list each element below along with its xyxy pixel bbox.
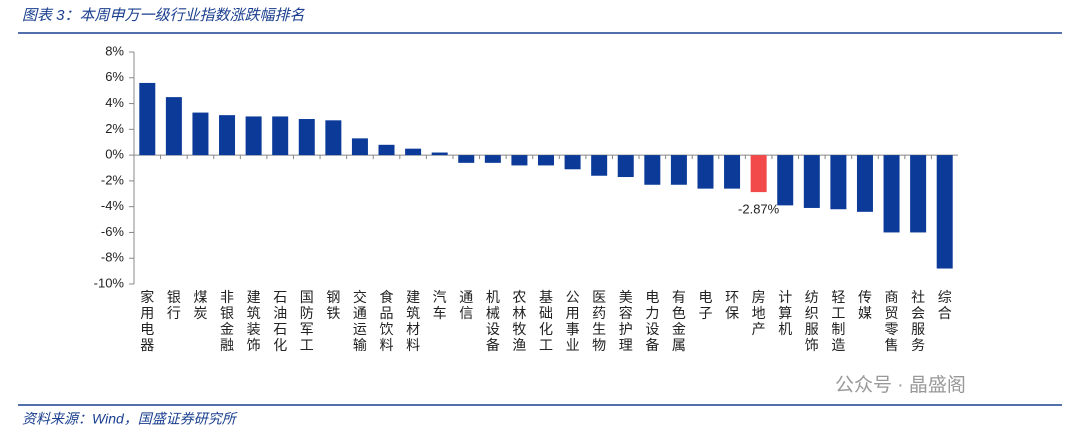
x-tick-label: 计算机 [778,289,792,337]
bar [458,155,475,163]
x-tick-label: 石油石化 [273,289,287,353]
x-tick-label: 家用电器 [140,289,154,353]
x-tick-label: 通信 [459,289,473,321]
bar [591,155,608,176]
y-tick-label: 8% [105,43,124,58]
bar [378,144,395,156]
x-tick-label: 公用事业 [566,289,580,353]
x-tick-label: 银行 [167,289,181,321]
x-tick-label: 基础化工 [539,289,553,353]
bar [910,155,927,233]
bar [697,155,714,189]
bar [856,155,873,212]
x-tick-label: 社会服务 [911,289,925,353]
x-tick-label: 环保 [725,289,739,321]
x-tick-label: 电子 [698,289,712,321]
x-tick-label: 有色金属 [672,289,686,353]
x-tick-label: 商贸零售 [885,289,899,353]
bar [139,82,156,156]
bar [538,155,554,166]
x-tick-label: 综合 [938,289,952,321]
x-tick-label: 建筑材料 [406,289,420,353]
bar [484,155,501,163]
y-tick-label: -6% [101,224,125,239]
bar [245,116,262,156]
x-tick-label: 纺织服饰 [805,289,819,353]
y-tick-label: 6% [105,69,124,84]
source-note: 资料来源：Wind，国盛证券研究所 [22,411,238,427]
x-tick-label: 国防军工 [300,289,314,353]
y-tick-label: -2% [101,172,125,187]
watermark: 公众号 · 晶盛阁 [835,374,966,396]
bar [165,97,182,156]
bar [405,148,422,156]
x-tick-label: 煤炭 [193,289,207,321]
x-tick-label: 机械设备 [486,289,500,353]
bar [351,138,368,156]
bar [644,155,661,185]
x-tick-label: 建筑装饰 [247,289,261,353]
value-label: -2.87% [738,202,780,217]
chart-title: 图表 3：本周申万一级行业指数涨跌幅排名 [22,7,306,24]
y-tick-label: -4% [101,198,125,213]
x-tick-label: 房地产 [752,289,766,337]
bar [219,115,236,156]
bar [192,112,209,156]
bar [670,155,687,185]
bar [777,155,794,206]
x-tick-label: 食品饮料 [380,289,394,353]
bar [325,120,342,156]
x-tick-label: 交通运输 [353,289,367,353]
bar [936,155,953,269]
y-tick-label: 0% [105,147,124,162]
x-tick-label: 传媒 [858,289,872,321]
bar [298,119,315,156]
x-tick-label: 轻工制造 [831,289,845,353]
x-tick-label: 汽车 [433,289,447,321]
y-tick-label: -8% [101,250,125,265]
y-tick-label: -10% [94,275,125,290]
bar [883,155,900,233]
bar [511,155,528,166]
bar [617,155,634,178]
x-tick-label: 医药生物 [592,289,606,353]
bar [750,155,767,193]
x-tick-label: 美容护理 [619,289,633,353]
bar [803,155,820,208]
bar [830,155,847,210]
x-tick-label: 钢铁 [326,289,340,321]
y-tick-label: 2% [105,121,124,136]
x-tick-label: 电力设备 [645,289,659,353]
bar [564,155,581,170]
y-tick-label: 4% [105,95,124,110]
bar [724,155,741,189]
bar [272,116,289,156]
x-tick-label: 农林牧渔 [512,289,526,353]
bar [431,152,448,156]
x-tick-label: 非银金融 [220,289,234,353]
